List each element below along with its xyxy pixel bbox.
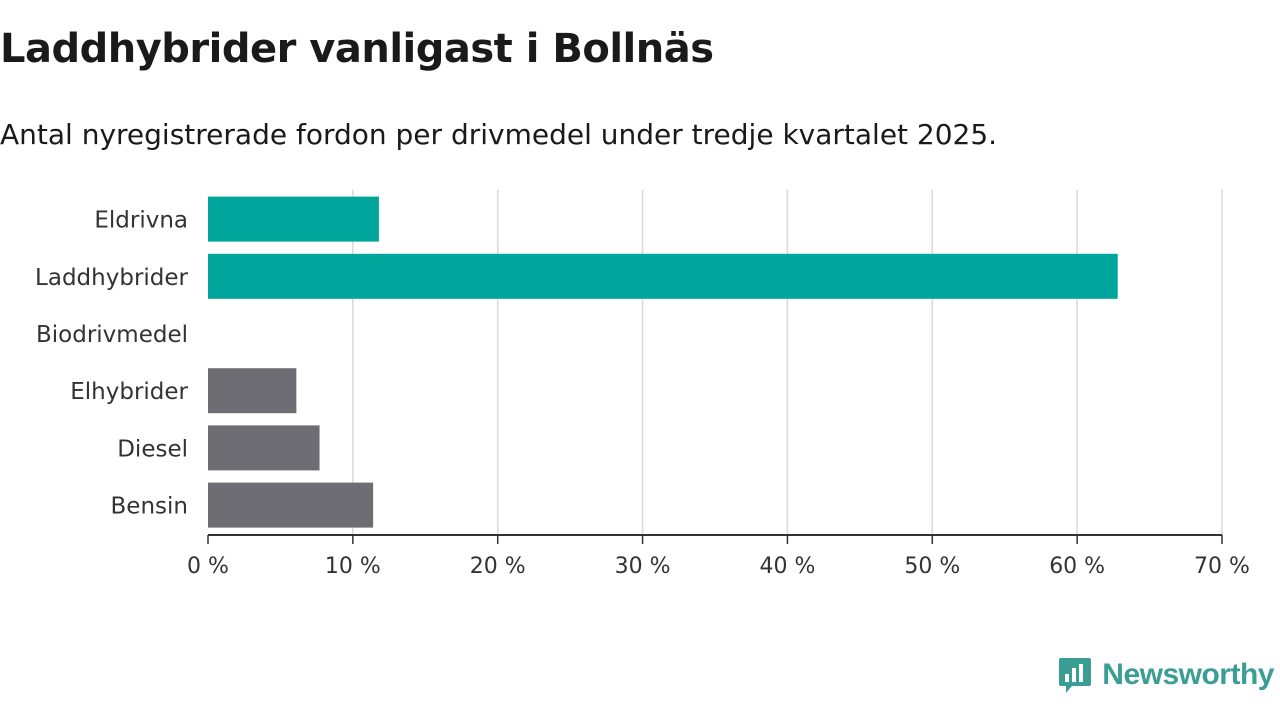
category-label: Laddhybrider (35, 265, 188, 291)
brand-name: Newsworthy (1102, 658, 1274, 691)
chart-subtitle: Antal nyregistrerade fordon per drivmede… (0, 118, 998, 151)
category-label: Bensin (111, 494, 188, 520)
x-tick-label: 20 % (470, 554, 526, 579)
grid-lines (352, 190, 1223, 535)
bar (208, 425, 320, 471)
newsworthy-logo-icon (1059, 658, 1092, 693)
x-tick-label: 40 % (759, 554, 815, 579)
bar (208, 196, 379, 242)
category-labels: Eldrivna Laddhybrider Biodrivmedel Elhybrid… (35, 208, 188, 520)
x-tick-label: 0 % (187, 554, 229, 579)
category-label: Eldrivna (94, 208, 188, 234)
bar (208, 253, 1118, 299)
chart-title: Laddhybrider vanligast i Bollnäs (0, 26, 714, 72)
category-label: Elhybrider (70, 379, 188, 405)
x-tick-label: 10 % (325, 554, 381, 579)
category-label: Biodrivmedel (36, 322, 188, 348)
bar (208, 482, 374, 528)
bar (208, 368, 297, 414)
x-tick-label: 50 % (904, 554, 960, 579)
newsworthy-brand: Newsworthy (1058, 656, 1274, 694)
bars (208, 196, 1118, 528)
x-axis: 0 % 10 % 20 % 30 % 40 % 50 % 60 % 70 % (187, 534, 1250, 579)
category-label: Diesel (117, 436, 188, 462)
x-tick-label: 30 % (615, 554, 671, 579)
x-tick-label: 70 % (1194, 554, 1250, 579)
x-tick-label: 60 % (1049, 554, 1105, 579)
